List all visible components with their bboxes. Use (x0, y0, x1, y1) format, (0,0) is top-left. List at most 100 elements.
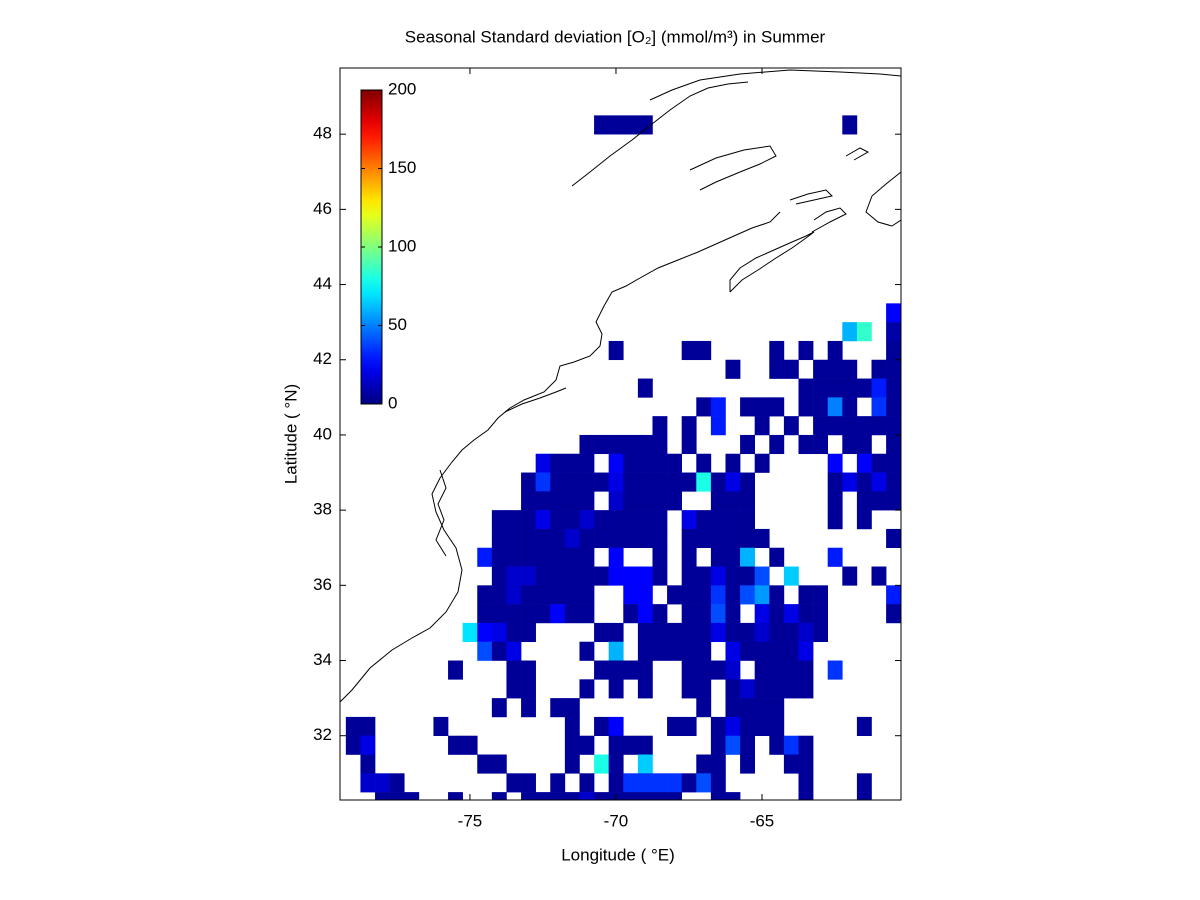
cell (696, 679, 712, 699)
newfoundland (865, 171, 901, 227)
cell (521, 547, 536, 567)
cell (827, 547, 843, 567)
cell (608, 754, 624, 774)
cell (842, 434, 858, 455)
cell (769, 397, 785, 417)
y-tick-label: 36 (313, 575, 332, 594)
cell (608, 641, 624, 661)
cell (579, 528, 595, 549)
cell (564, 528, 580, 549)
cell (740, 528, 755, 549)
cell (594, 115, 609, 135)
cell (681, 622, 697, 643)
cell (842, 397, 858, 417)
cell (681, 434, 697, 455)
coastline (340, 69, 901, 703)
cell (608, 434, 624, 455)
cell (842, 472, 858, 492)
cell (842, 359, 858, 379)
cell (623, 566, 639, 586)
cell (652, 453, 668, 473)
cell (477, 622, 493, 643)
cell (550, 528, 566, 549)
cell (506, 679, 522, 699)
cell (696, 528, 712, 549)
cell (871, 566, 887, 586)
cell (754, 397, 770, 417)
cell (608, 472, 624, 492)
cell (637, 453, 653, 473)
cell (710, 716, 726, 737)
cell (564, 453, 580, 473)
cell (491, 641, 507, 661)
cell (681, 660, 697, 680)
cell (535, 792, 551, 800)
cell (710, 566, 726, 586)
colorbar-tick-label: 150 (388, 158, 416, 177)
cell (637, 528, 653, 549)
cell (725, 622, 741, 643)
cell (637, 566, 653, 586)
cell (827, 660, 843, 680)
cell (798, 773, 814, 793)
cell (886, 378, 901, 398)
cell (521, 660, 536, 680)
cell (637, 510, 653, 530)
cell (623, 472, 639, 492)
cell (608, 115, 624, 135)
cell (827, 472, 843, 492)
cell (550, 773, 566, 793)
cell (827, 340, 843, 361)
cell (564, 754, 580, 774)
cell (521, 528, 536, 549)
cell (594, 792, 609, 800)
cell (608, 622, 624, 643)
cell (637, 660, 653, 680)
cell (842, 322, 858, 342)
cell (506, 773, 522, 793)
cell (769, 622, 785, 643)
cell (813, 585, 828, 605)
heatmap (345, 115, 901, 800)
cell (769, 679, 785, 699)
y-tick-label: 46 (313, 199, 332, 218)
coast-east (340, 211, 781, 703)
cell (696, 604, 712, 624)
cell (506, 604, 522, 624)
colorbar-tick-label: 200 (388, 79, 416, 98)
cell (740, 585, 755, 605)
cell (725, 528, 741, 549)
cell (725, 510, 741, 530)
cell (754, 679, 770, 699)
cell (710, 622, 726, 643)
cell (550, 604, 566, 624)
cell (608, 679, 624, 699)
cell (579, 604, 595, 624)
y-tick-label: 40 (313, 424, 332, 443)
cell (491, 547, 507, 567)
cell (667, 792, 682, 800)
cell (448, 735, 463, 755)
cell (667, 716, 682, 737)
cell (681, 716, 697, 737)
cell (696, 622, 712, 643)
cell (813, 622, 828, 643)
cell (477, 754, 493, 774)
cell (740, 679, 755, 699)
cell (564, 585, 580, 605)
cell (637, 622, 653, 643)
cell (886, 416, 901, 436)
cell (550, 491, 566, 511)
cell (710, 773, 726, 793)
cell (652, 491, 668, 511)
cell (710, 472, 726, 492)
y-axis-label: Latitude ( °N) (281, 384, 300, 484)
cell (886, 303, 901, 323)
cell (871, 453, 887, 473)
long-island (504, 387, 567, 413)
cell (856, 491, 872, 511)
cell (608, 453, 624, 473)
cell (798, 622, 814, 643)
cell (594, 434, 609, 455)
cell (696, 340, 712, 361)
